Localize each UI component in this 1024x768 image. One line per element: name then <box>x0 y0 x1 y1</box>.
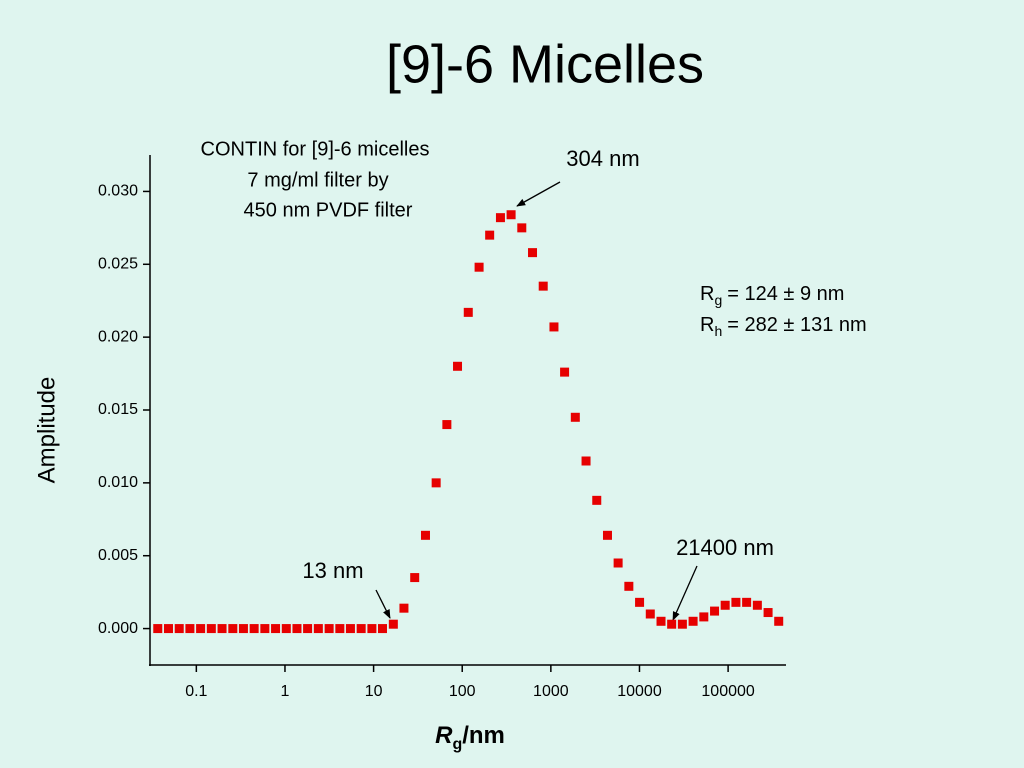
subscript: g <box>714 292 722 308</box>
data-point <box>645 609 655 619</box>
x-tick-label: 1 <box>281 683 290 700</box>
data-point <box>581 456 591 466</box>
data-point <box>774 616 784 626</box>
data-point <box>356 624 366 634</box>
data-point <box>153 624 163 634</box>
y-axis-label: Amplitude <box>33 377 60 484</box>
text: = 282 ± 131 nm <box>727 314 866 336</box>
x-tick-label: 0.1 <box>185 683 207 700</box>
y-tick-label: 0.015 <box>98 401 138 418</box>
y-tick-label: 0.030 <box>98 183 138 200</box>
y-tick-label: 0.020 <box>98 328 138 345</box>
data-point <box>303 624 313 634</box>
arrow <box>375 589 391 619</box>
data-point <box>699 612 709 622</box>
data-point <box>281 624 291 634</box>
subscript: h <box>714 323 722 339</box>
data-point <box>731 597 741 607</box>
data-point <box>431 478 441 488</box>
annotation: Rh = 282 ± 131 nm <box>700 314 867 338</box>
arrow <box>672 565 698 621</box>
data-point <box>377 624 387 634</box>
data-point <box>538 281 548 291</box>
data-point <box>688 616 698 626</box>
slide-title: [9]-6 Micelles <box>386 34 704 94</box>
data-point <box>335 624 345 634</box>
arrow <box>516 181 561 207</box>
data-point <box>410 573 420 583</box>
annotation: 7 mg/ml filter by <box>247 169 388 191</box>
data-point <box>324 624 334 634</box>
data-point <box>560 367 570 377</box>
data-point <box>763 608 773 618</box>
data-point <box>217 624 227 634</box>
data-point <box>271 624 281 634</box>
symbol: R <box>435 722 453 749</box>
data-point <box>453 361 463 371</box>
data-point <box>249 624 259 634</box>
data-point <box>313 624 323 634</box>
data-point <box>442 420 452 430</box>
annotation: Rg = 124 ± 9 nm <box>700 283 844 307</box>
data-point <box>228 624 238 634</box>
y-tick-label: 0.010 <box>98 474 138 491</box>
data-point <box>292 624 302 634</box>
x-tick-label: 100000 <box>701 683 754 700</box>
x-tick-label: 10 <box>365 683 383 700</box>
x-axis-label: Rg/nm <box>435 722 505 753</box>
data-point <box>474 262 484 272</box>
x-tick-label: 100 <box>449 683 476 700</box>
data-point <box>260 624 270 634</box>
unit: /nm <box>462 722 505 749</box>
data-point <box>196 624 206 634</box>
annotation: 304 nm <box>566 146 639 171</box>
data-point <box>388 619 398 629</box>
data-point <box>420 530 430 540</box>
annotation: 450 nm PVDF filter <box>244 199 413 221</box>
data-point <box>656 616 666 626</box>
data-point <box>570 412 580 422</box>
data-point <box>463 307 473 317</box>
symbol: R <box>700 314 714 336</box>
data-point <box>710 606 720 616</box>
data-point <box>485 230 495 240</box>
data-point <box>677 619 687 629</box>
y-tick-label: 0.005 <box>98 547 138 564</box>
data-point <box>613 558 623 568</box>
data-point <box>238 624 248 634</box>
data-point <box>528 248 538 258</box>
data-point <box>174 624 184 634</box>
data-point <box>185 624 195 634</box>
annotation: CONTIN for [9]-6 micelles <box>201 138 430 160</box>
x-tick-label: 1000 <box>533 683 569 700</box>
data-point <box>495 213 505 223</box>
data-point <box>720 600 730 610</box>
text: = 124 ± 9 nm <box>727 283 844 305</box>
y-tick-label: 0.000 <box>98 620 138 637</box>
annotation: 21400 nm <box>676 535 774 560</box>
data-point <box>752 600 762 610</box>
data-point <box>367 624 377 634</box>
symbol: R <box>700 283 714 305</box>
data-point <box>517 223 527 233</box>
x-tick-label: 10000 <box>617 683 662 700</box>
data-point <box>667 619 677 629</box>
subscript: g <box>452 736 462 753</box>
data-point <box>506 210 516 220</box>
annotation: 13 nm <box>302 558 363 583</box>
data-point <box>624 581 634 591</box>
data-point <box>635 597 645 607</box>
data-point <box>549 322 559 332</box>
data-point <box>742 597 752 607</box>
data-point <box>163 624 173 634</box>
data-point <box>345 624 355 634</box>
data-point <box>206 624 216 634</box>
data-point <box>592 495 602 505</box>
y-tick-label: 0.025 <box>98 256 138 273</box>
data-point <box>602 530 612 540</box>
data-point <box>399 603 409 613</box>
